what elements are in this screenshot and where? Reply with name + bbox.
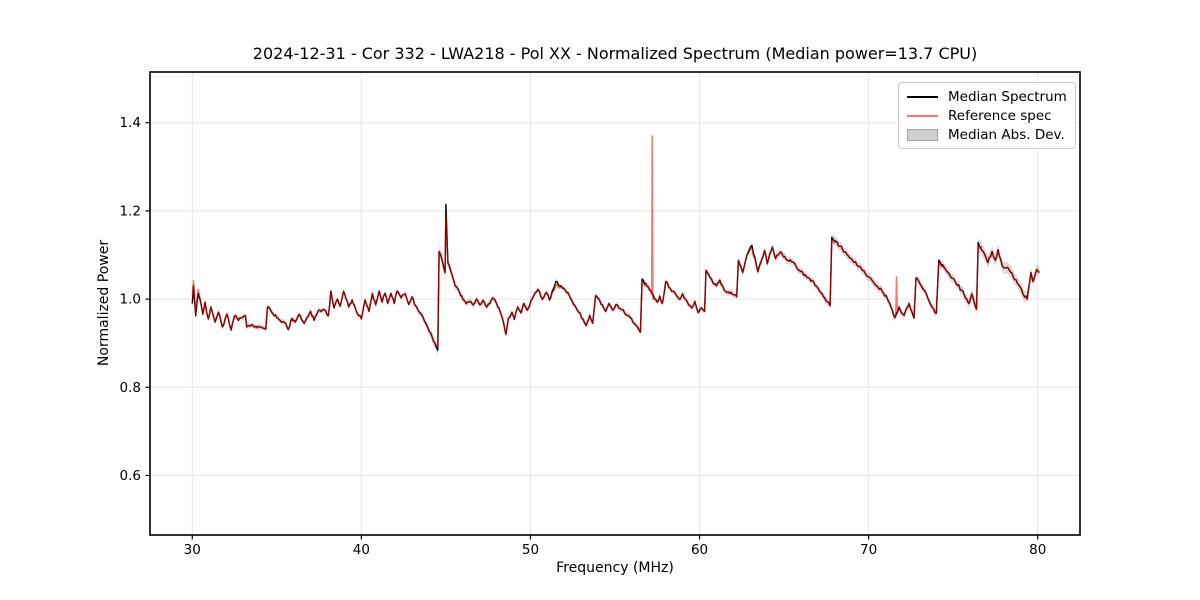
reference-spec-line-sample (907, 114, 938, 117)
svg-text:0.8: 0.8 (120, 380, 141, 396)
svg-text:30: 30 (184, 542, 201, 558)
legend: Median Spectrum Reference spec Median Ab… (898, 82, 1076, 149)
svg-text:60: 60 (691, 542, 708, 558)
svg-text:80: 80 (1029, 542, 1046, 558)
svg-text:1.0: 1.0 (120, 292, 141, 308)
svg-text:1.2: 1.2 (120, 203, 141, 219)
legend-item-reference-spec: Reference spec (907, 106, 1067, 125)
legend-label: Median Abs. Dev. (948, 126, 1065, 143)
x-axis-label: Frequency (MHz) (556, 560, 674, 576)
legend-label: Reference spec (948, 107, 1052, 124)
median-abs-dev-patch-sample (907, 128, 938, 141)
median-spectrum-line-sample (907, 95, 938, 98)
svg-text:50: 50 (522, 542, 539, 558)
svg-text:1.4: 1.4 (120, 115, 141, 131)
legend-item-median-abs-dev: Median Abs. Dev. (907, 125, 1067, 144)
chart-title: 2024-12-31 - Cor 332 - LWA218 - Pol XX -… (252, 44, 978, 63)
legend-label: Median Spectrum (948, 88, 1067, 105)
svg-text:0.6: 0.6 (120, 468, 141, 484)
svg-text:70: 70 (860, 542, 877, 558)
svg-text:40: 40 (353, 542, 370, 558)
legend-item-median-spectrum: Median Spectrum (907, 87, 1067, 106)
